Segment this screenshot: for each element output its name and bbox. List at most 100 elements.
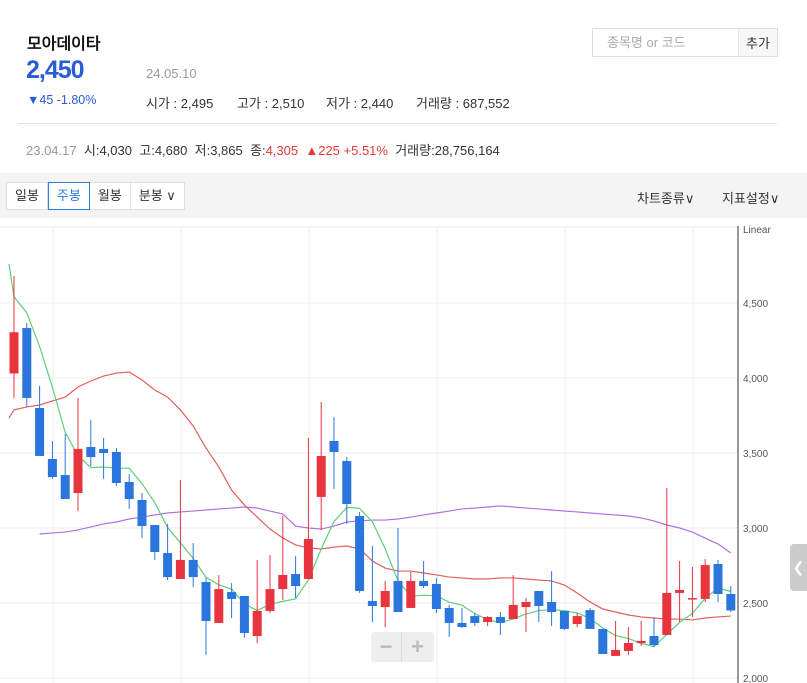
candle bbox=[611, 621, 621, 656]
candle-body bbox=[22, 328, 32, 398]
candle-body bbox=[9, 332, 19, 374]
candle bbox=[662, 487, 672, 635]
candle-body bbox=[611, 649, 621, 656]
candle-body bbox=[470, 616, 480, 623]
candle-body bbox=[726, 594, 736, 611]
candle bbox=[393, 528, 403, 612]
candle bbox=[444, 604, 454, 638]
candle-low: 3,865 bbox=[210, 143, 243, 158]
candle bbox=[239, 595, 249, 638]
zoom-in-button[interactable]: + bbox=[411, 634, 424, 659]
period-tabs: 일봉 주봉 월봉 분봉 ∨ bbox=[6, 182, 185, 210]
y-tick-label: 3,500 bbox=[743, 449, 768, 460]
add-button[interactable]: 추가 bbox=[738, 29, 777, 56]
candle-body bbox=[73, 448, 83, 494]
ma20-line bbox=[8, 371, 731, 621]
ma60-line bbox=[39, 505, 732, 554]
stock-name: 모아데이타 bbox=[27, 36, 101, 53]
candle bbox=[431, 577, 441, 614]
candle bbox=[99, 438, 109, 479]
candle bbox=[713, 559, 723, 602]
candle-body bbox=[291, 574, 301, 587]
candle bbox=[329, 417, 339, 489]
candle bbox=[303, 438, 313, 579]
candle bbox=[22, 322, 32, 407]
side-panel-toggle[interactable]: ❮ bbox=[790, 544, 807, 591]
tab-minute[interactable]: 분봉 ∨ bbox=[138, 188, 176, 203]
candle bbox=[60, 433, 70, 500]
zoom-out-button[interactable]: − bbox=[371, 632, 402, 662]
candle bbox=[559, 610, 569, 630]
y-tick-label: 2,000 bbox=[743, 674, 768, 683]
candle-body bbox=[239, 595, 249, 633]
candle-volume-label: 거래량 bbox=[395, 143, 432, 158]
tab-daily[interactable]: 일봉 bbox=[7, 183, 48, 209]
chart-type-menu[interactable]: 차트종류∨ bbox=[637, 191, 695, 206]
candle bbox=[342, 457, 352, 524]
candle bbox=[495, 612, 505, 635]
candle bbox=[86, 420, 96, 467]
candle bbox=[521, 598, 531, 632]
candle-body bbox=[636, 640, 646, 644]
candle-body bbox=[367, 601, 377, 606]
candle-body bbox=[457, 622, 467, 627]
candle-body bbox=[508, 604, 518, 620]
stock-search: 추가 bbox=[592, 28, 778, 57]
candle-body bbox=[380, 591, 390, 608]
candle bbox=[470, 613, 480, 626]
candle bbox=[47, 441, 57, 479]
candle bbox=[572, 613, 582, 627]
stock-search-input[interactable] bbox=[593, 29, 738, 56]
candle-body bbox=[598, 628, 608, 654]
candle-change: ▲225 +5.51% bbox=[305, 143, 388, 158]
candle-body bbox=[111, 451, 121, 483]
scale-label[interactable]: Linear bbox=[743, 225, 771, 236]
candle bbox=[316, 402, 326, 530]
candle-body bbox=[687, 598, 697, 600]
volume-stat: 거래량 : 687,552 bbox=[416, 96, 510, 111]
y-tick-label: 3,000 bbox=[743, 524, 768, 535]
candle-body bbox=[355, 516, 365, 591]
open-stat: 시가 : 2,495 bbox=[146, 96, 214, 111]
low-stat: 저가 : 2,440 bbox=[326, 96, 394, 111]
high-label: 고가 bbox=[237, 96, 261, 111]
candle bbox=[534, 591, 544, 623]
candle-body bbox=[47, 459, 57, 477]
candle-open-label: 시 bbox=[83, 143, 96, 158]
candle-body bbox=[35, 408, 45, 456]
candle bbox=[201, 577, 211, 656]
candle-body bbox=[99, 448, 109, 453]
candle bbox=[35, 385, 45, 456]
candle-body bbox=[547, 601, 557, 612]
candle-body bbox=[316, 456, 326, 497]
candle bbox=[483, 616, 493, 626]
candle bbox=[623, 627, 633, 656]
candle-body bbox=[662, 592, 672, 635]
tab-monthly[interactable]: 월봉 bbox=[90, 183, 131, 209]
candle-body bbox=[137, 499, 147, 527]
indicator-settings-menu[interactable]: 지표설정∨ bbox=[722, 191, 780, 206]
candle bbox=[355, 511, 365, 593]
candle-body bbox=[623, 643, 633, 651]
ma5-line bbox=[8, 263, 731, 648]
tab-weekly[interactable]: 주봉 bbox=[47, 182, 90, 210]
open-value: 2,495 bbox=[180, 96, 214, 111]
candle-body bbox=[214, 589, 224, 623]
candle-body bbox=[444, 607, 454, 623]
candle bbox=[457, 607, 467, 629]
candle-body bbox=[163, 553, 173, 578]
candle-body bbox=[227, 592, 237, 599]
y-tick-label: 4,000 bbox=[743, 374, 768, 385]
price-change: ▼45 -1.80% bbox=[27, 93, 97, 107]
candle-body bbox=[86, 447, 96, 458]
candle-close-label: 종 bbox=[249, 143, 262, 158]
candle-low-label: 저 bbox=[194, 143, 207, 158]
candle-body bbox=[649, 636, 659, 645]
candle bbox=[73, 397, 83, 512]
candle bbox=[636, 621, 646, 647]
open-label: 시가 bbox=[146, 96, 170, 111]
candle bbox=[687, 567, 697, 617]
candle bbox=[419, 561, 429, 588]
candle bbox=[9, 276, 19, 399]
